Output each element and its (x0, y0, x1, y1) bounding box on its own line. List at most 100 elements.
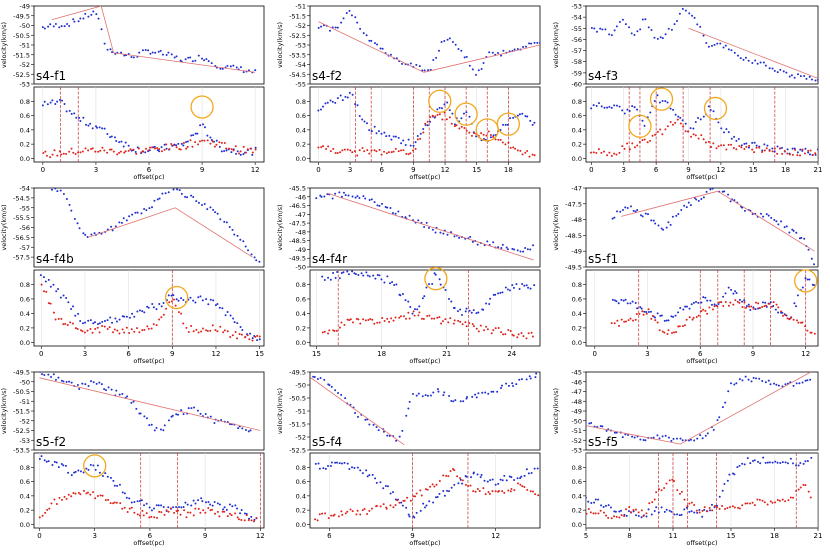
bottom-blue-point (385, 135, 388, 138)
top-velocity-point (221, 67, 224, 70)
bottom-blue-point (516, 114, 519, 117)
bottom-ytick-label: 0.2 (572, 324, 582, 332)
bottom-blue-point (664, 100, 667, 103)
bottom-red-point (663, 486, 666, 489)
bottom-blue-point (236, 150, 239, 153)
bottom-red-point (378, 321, 381, 324)
top-velocity-point (475, 73, 478, 76)
xtick-label: 12 (801, 350, 810, 358)
bottom-red-point (179, 148, 182, 151)
top-velocity-point (497, 51, 500, 54)
bottom-blue-point (590, 107, 593, 110)
xtick-label: 9 (200, 166, 204, 174)
bottom-blue-point (509, 117, 512, 120)
top-velocity-point (330, 385, 333, 388)
top-velocity-point (407, 407, 410, 410)
bottom-blue-point (101, 127, 104, 130)
bottom-red-point (163, 148, 166, 151)
bottom-red-point (201, 327, 204, 330)
top-velocity-point (43, 183, 45, 185)
bottom-red-point (646, 141, 649, 144)
bottom-red-point (392, 319, 395, 322)
bottom-red-point (638, 141, 641, 144)
top-velocity-point (477, 392, 480, 395)
bottom-blue-point (501, 291, 504, 294)
bottom-ytick-label: 0.0 (572, 339, 582, 347)
bottom-blue-point (254, 146, 257, 149)
bottom-blue-point (533, 467, 536, 470)
bottom-blue-point (323, 279, 326, 282)
top-velocity-point (451, 40, 454, 43)
top-velocity-point (716, 419, 719, 422)
highlight-circle (794, 269, 818, 293)
bottom-red-point (107, 498, 110, 501)
bottom-axes-frame (309, 86, 541, 163)
bottom-red-point (438, 316, 441, 319)
bottom-red-point (675, 330, 678, 333)
top-velocity-point (229, 65, 232, 68)
bottom-blue-point (96, 464, 99, 467)
top-ytick-label: -53 (19, 81, 30, 89)
bottom-red-point (52, 311, 55, 314)
top-velocity-point (790, 74, 793, 77)
bottom-red-point (753, 504, 756, 507)
bottom-red-point (81, 150, 84, 153)
top-velocity-point (244, 245, 247, 248)
top-velocity-point (656, 434, 659, 437)
bottom-red-point (778, 147, 781, 150)
bottom-blue-point (71, 305, 74, 308)
bottom-red-point (700, 134, 703, 137)
bottom-red-point (810, 331, 813, 334)
top-velocity-point (756, 62, 759, 65)
bottom-red-point (119, 502, 122, 505)
top-ytick-label: -51 (571, 427, 582, 435)
bottom-red-point (690, 135, 693, 138)
bottom-blue-point (808, 153, 811, 156)
top-velocity-point (799, 75, 802, 78)
top-velocity-point (696, 23, 699, 26)
top-velocity-point (172, 188, 175, 191)
bottom-red-point (677, 325, 680, 328)
bottom-red-point (204, 511, 207, 514)
bottom-red-point (763, 501, 766, 504)
bottom-blue-point (242, 153, 245, 156)
bottom-red-point (351, 321, 354, 324)
top-velocity-point (386, 206, 389, 209)
bottom-red-point (703, 506, 706, 509)
top-velocity-point (616, 210, 619, 213)
bottom-blue-point (89, 463, 92, 466)
xtick-label: 21 (814, 166, 823, 174)
top-ytick-label: -50.5 (13, 32, 30, 40)
bottom-red-point (537, 494, 540, 497)
top-ytick-label: -51 (295, 408, 306, 416)
top-velocity-point (161, 192, 164, 195)
top-velocity-point (762, 61, 765, 64)
bottom-blue-point (615, 300, 618, 303)
bottom-blue-point (46, 103, 49, 106)
bottom-red-point (722, 304, 725, 307)
top-plot-area (315, 191, 535, 261)
bottom-blue-point (384, 485, 387, 488)
bottom-red-point (453, 469, 456, 472)
top-velocity-point (199, 412, 202, 415)
bottom-ytick-label: 0.8 (572, 281, 582, 289)
top-velocity-point (507, 384, 510, 387)
bottom-red-point (659, 128, 662, 131)
top-velocity-point (675, 214, 678, 217)
bottom-red-point (145, 512, 148, 515)
bottom-red-point (531, 153, 534, 156)
bottom-red-point (801, 148, 804, 151)
bottom-red-point (623, 515, 626, 518)
top-ytick-label: -46 (571, 378, 582, 386)
bottom-blue-point (138, 499, 141, 502)
top-velocity-point (492, 241, 495, 244)
bottom-red-point (130, 506, 133, 509)
bottom-blue-point (330, 461, 333, 464)
bottom-red-point (715, 147, 718, 150)
bottom-blue-point (521, 282, 524, 285)
bottom-red-point (424, 488, 427, 491)
bottom-blue-point (407, 138, 410, 141)
bottom-blue-point (374, 277, 377, 280)
top-velocity-point (131, 213, 134, 216)
bottom-red-point (735, 148, 738, 151)
